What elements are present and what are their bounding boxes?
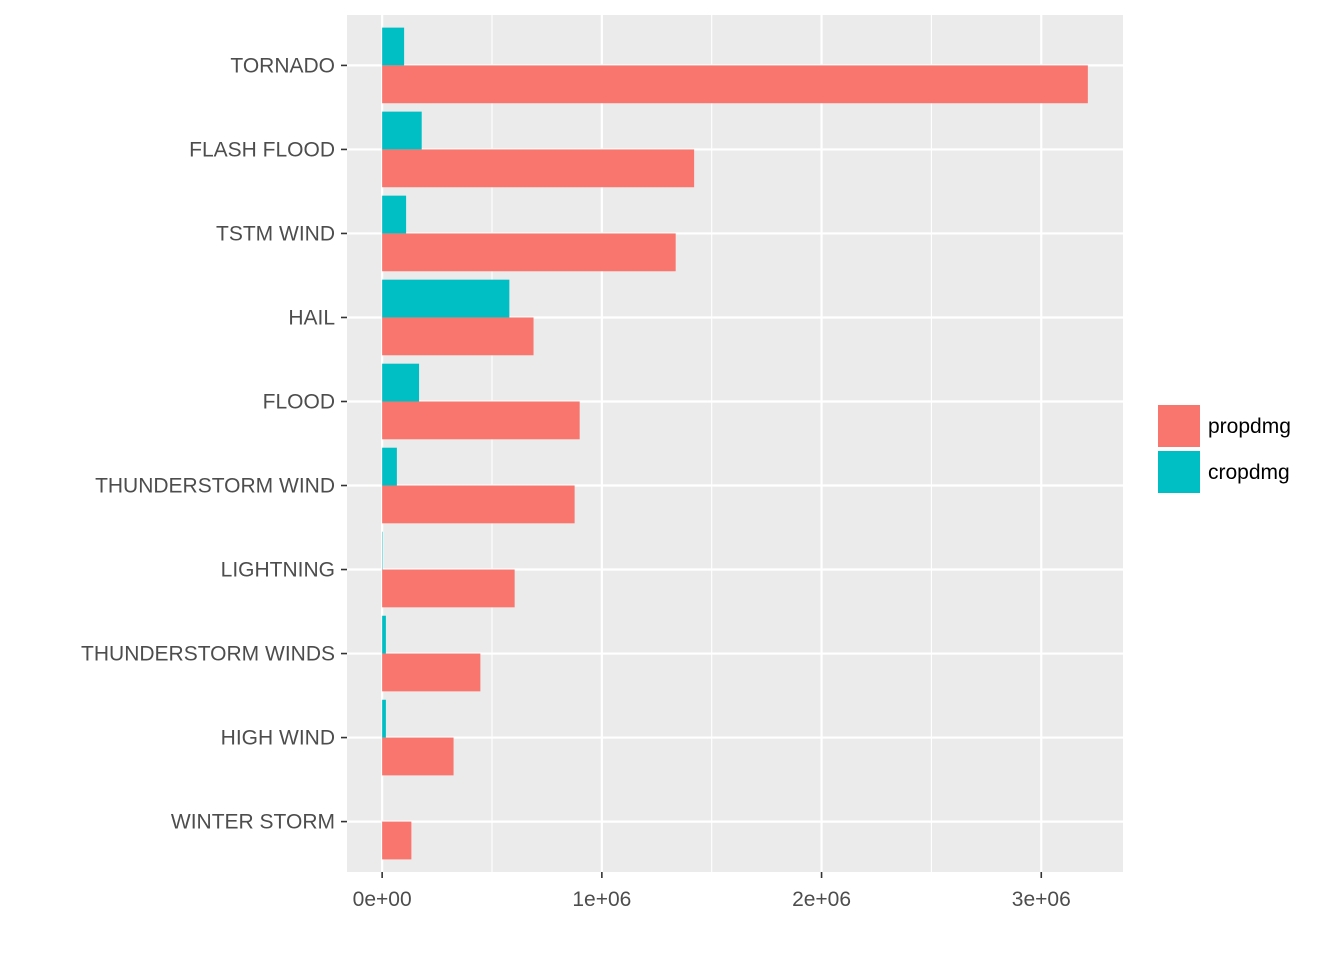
x-tick-label: 0e+00	[353, 888, 412, 911]
legend-key-cropdmg	[1158, 451, 1200, 493]
y-tick-label: WINTER STORM	[171, 811, 335, 834]
bar-propdmg	[382, 569, 515, 608]
y-tick-label: FLASH FLOOD	[189, 138, 335, 161]
legend-label-cropdmg: cropdmg	[1208, 461, 1290, 484]
y-tick-label: THUNDERSTORM WINDS	[81, 643, 335, 666]
y-tick-label: LIGHTNING	[221, 559, 335, 582]
bar-cropdmg	[382, 447, 397, 486]
x-axis: 0e+00 1e+06 2e+06 3e+06	[353, 872, 1071, 911]
y-tick-label: HIGH WIND	[221, 727, 335, 750]
bar-propdmg	[382, 401, 580, 440]
plot-panel	[347, 15, 1123, 872]
x-tick-label: 3e+06	[1012, 888, 1071, 911]
bar-cropdmg	[382, 27, 405, 66]
bar-propdmg	[382, 485, 575, 524]
legend: propdmg cropdmg	[1158, 405, 1291, 493]
bar-cropdmg	[382, 699, 386, 738]
y-tick-label: HAIL	[288, 306, 335, 329]
legend-label-propdmg: propdmg	[1208, 415, 1291, 438]
bar-propdmg	[382, 317, 534, 356]
bar-cropdmg	[382, 279, 510, 318]
y-axis: TORNADO FLASH FLOOD TSTM WIND HAIL FLOOD THUN…	[81, 54, 347, 834]
x-tick-label: 2e+06	[792, 888, 851, 911]
bar-cropdmg	[382, 363, 420, 402]
bar-propdmg	[382, 233, 676, 272]
x-tick-label: 1e+06	[572, 888, 631, 911]
y-tick-label: TORNADO	[230, 54, 335, 77]
bar-propdmg	[382, 65, 1088, 104]
y-tick-label: THUNDERSTORM WIND	[95, 475, 335, 498]
bar-cropdmg	[382, 111, 422, 150]
bar-cropdmg	[382, 195, 407, 234]
bar-propdmg	[382, 821, 412, 860]
legend-key-propdmg	[1158, 405, 1200, 447]
bar-propdmg	[382, 149, 695, 188]
bars	[382, 27, 1088, 860]
y-tick-label: FLOOD	[263, 390, 335, 413]
bar-propdmg	[382, 653, 481, 692]
bar-cropdmg	[382, 615, 386, 654]
bar-propdmg	[382, 737, 454, 776]
y-tick-label: TSTM WIND	[216, 222, 335, 245]
